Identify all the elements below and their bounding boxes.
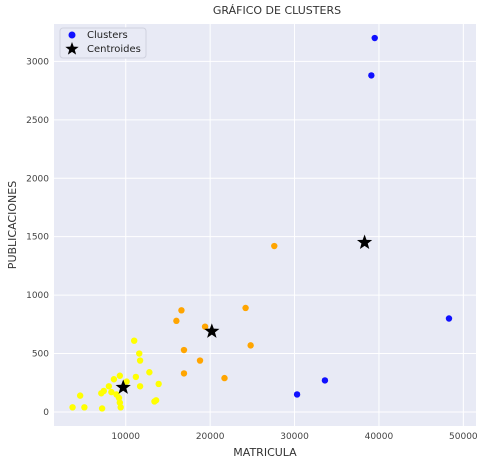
data-point (293, 391, 301, 398)
data-point (173, 317, 180, 325)
x-tick-label: 20000 (196, 432, 225, 442)
data-point (221, 374, 228, 382)
chart-title: GRÁFICO DE CLUSTERS (213, 4, 341, 17)
data-point (110, 376, 118, 383)
y-tick-label: 500 (32, 350, 49, 360)
x-tick-label: 30000 (280, 432, 309, 442)
centroid-star-icon (115, 379, 131, 394)
data-point (117, 404, 124, 411)
data-point (180, 370, 188, 377)
y-axis-label: PUBLICACIONES (6, 181, 19, 269)
data-point (178, 307, 185, 314)
data-point (247, 342, 254, 349)
x-tick-label: 10000 (111, 432, 140, 442)
x-tick-label: 40000 (365, 432, 394, 442)
data-point (130, 337, 138, 344)
data-point (136, 350, 143, 357)
data-point (123, 378, 130, 385)
legend-centroides-label: Centroides (87, 44, 141, 55)
data-point (155, 380, 162, 388)
y-tick-label: 0 (43, 408, 49, 418)
data-point (146, 369, 153, 376)
plot-area (54, 24, 476, 426)
data-points (69, 34, 453, 412)
data-point (98, 390, 105, 397)
y-tick-label: 2500 (26, 116, 49, 126)
data-point (368, 72, 375, 79)
legend-clusters-marker (68, 31, 76, 39)
data-point (180, 346, 188, 354)
data-point (81, 404, 88, 411)
centroid-star-icon (356, 234, 373, 249)
data-point (371, 34, 378, 42)
y-tick-label: 1000 (26, 291, 49, 301)
legend-centroides-star-icon (65, 42, 79, 55)
y-tick-label: 1500 (26, 233, 49, 243)
x-axis-label: MATRICULA (233, 446, 297, 459)
data-point (201, 323, 209, 330)
centroid-markers (115, 234, 373, 394)
legend: Clusters Centroides (59, 27, 147, 59)
y-tick-label: 2000 (26, 174, 49, 184)
data-point (69, 404, 76, 411)
data-point (321, 377, 329, 384)
data-point (132, 373, 140, 381)
data-point (76, 392, 84, 399)
data-point (116, 372, 124, 379)
data-point (196, 357, 204, 364)
data-point (242, 304, 249, 312)
x-tick-label: 50000 (449, 432, 478, 442)
data-point (136, 383, 144, 390)
data-point (151, 398, 158, 405)
axis-ticks: 10000 20000 30000 40000 50000 0 500 1000 1500 200… (26, 57, 478, 442)
legend-clusters-label: Clusters (87, 30, 128, 41)
centroid-star-icon (204, 323, 220, 338)
y-tick-label: 3000 (26, 57, 49, 67)
data-point (271, 242, 278, 250)
data-point (108, 388, 115, 396)
legend-box (59, 27, 147, 59)
data-point (98, 405, 106, 412)
data-point (105, 383, 113, 390)
grid-lines (54, 24, 476, 426)
data-point (445, 315, 453, 322)
data-point (136, 357, 144, 364)
